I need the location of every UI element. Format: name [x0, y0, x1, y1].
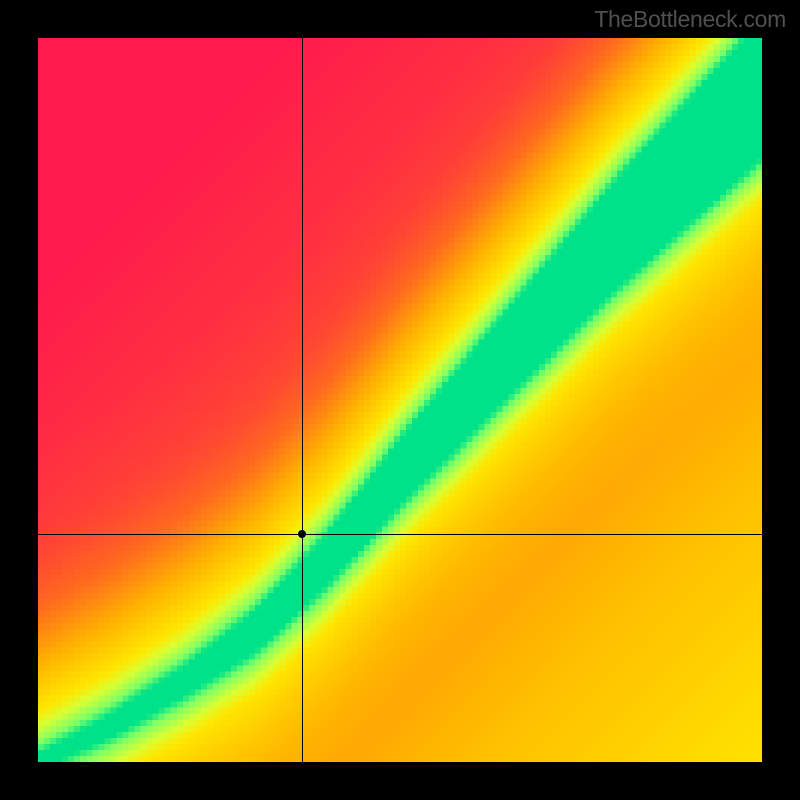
bottleneck-heatmap [38, 38, 762, 762]
crosshair-marker [298, 530, 306, 538]
plot-area [38, 38, 762, 762]
crosshair-vertical [302, 38, 303, 762]
crosshair-horizontal [38, 534, 762, 535]
chart-container: TheBottleneck.com [0, 0, 800, 800]
watermark-text: TheBottleneck.com [594, 6, 786, 33]
